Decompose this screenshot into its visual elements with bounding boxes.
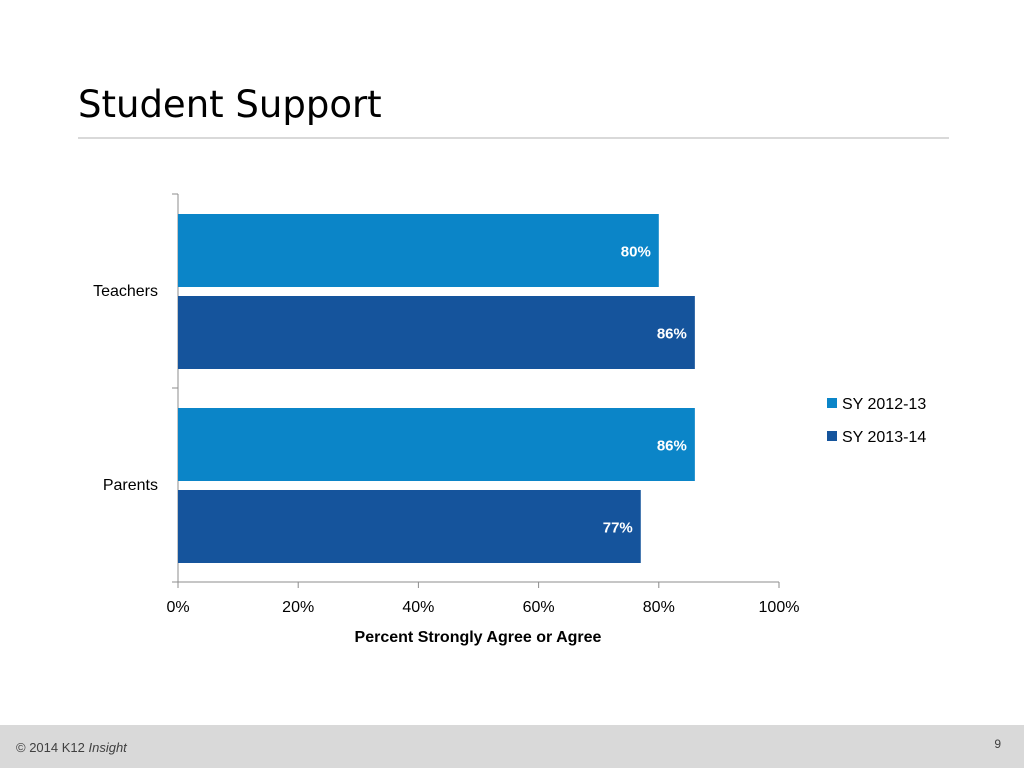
brand-insight: Insight <box>88 740 127 755</box>
bar-sy-2013-14-teachers <box>178 296 695 369</box>
data-label: 86% <box>657 326 687 343</box>
x-tick-label: 0% <box>166 599 189 616</box>
x-axis-group: 0% 20% 40% 60% 80% 100% <box>166 581 800 616</box>
legend-label: SY 2012-13 <box>842 396 926 413</box>
bar-sy-2012-13-teachers <box>178 214 659 287</box>
x-axis-title: Percent Strongly Agree or Agree <box>355 629 602 646</box>
bars-group <box>178 214 695 563</box>
legend: SY 2012-13 SY 2013-14 <box>827 396 926 446</box>
x-tick-label: 20% <box>282 599 314 616</box>
legend-label: SY 2013-14 <box>842 429 926 446</box>
x-tick-label: 60% <box>523 599 555 616</box>
x-tick-label: 80% <box>643 599 675 616</box>
footer-copyright: © 2014 K12 Insight <box>16 740 127 755</box>
bar-sy-2012-13-parents <box>178 408 695 481</box>
x-tick-label: 100% <box>759 599 800 616</box>
copyright-text: © 2014 K12 <box>16 740 85 755</box>
bar-sy-2013-14-parents <box>178 490 641 563</box>
page-number: 9 <box>994 737 1001 751</box>
legend-swatch <box>827 398 837 408</box>
data-labels-group: 80% 86% 86% 77% <box>603 244 687 537</box>
legend-swatch <box>827 431 837 441</box>
bar-chart: Teachers Parents 80% 86% 86% 77% 0% 20% 40% 60%… <box>93 193 926 646</box>
data-label: 86% <box>657 438 687 455</box>
category-label: Teachers <box>93 283 158 300</box>
data-label: 80% <box>621 244 651 261</box>
category-label: Parents <box>103 477 158 494</box>
y-axis-group: Teachers Parents <box>93 193 179 583</box>
data-label: 77% <box>603 520 633 537</box>
x-tick-label: 40% <box>402 599 434 616</box>
title-divider <box>78 137 949 139</box>
slide-title: Student Support <box>78 83 382 126</box>
footer: © 2014 K12 Insight 9 <box>0 725 1024 768</box>
